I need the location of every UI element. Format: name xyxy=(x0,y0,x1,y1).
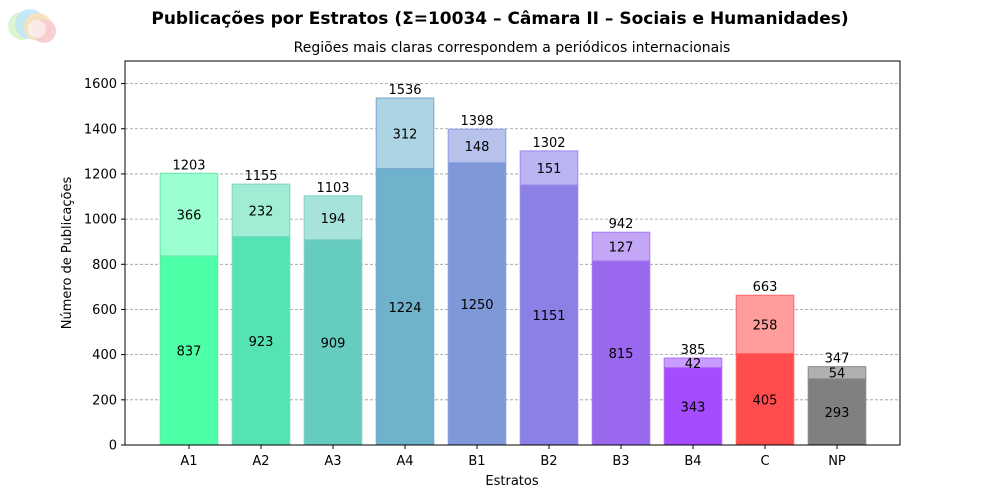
y-tick-label: 1400 xyxy=(84,122,117,137)
total-value-label: 942 xyxy=(609,217,634,232)
x-tick-label: A1 xyxy=(180,454,197,469)
total-value-label: 663 xyxy=(753,280,778,295)
base-value-label: 815 xyxy=(609,347,634,362)
y-tick-label: 800 xyxy=(92,258,117,273)
x-tick-label: B3 xyxy=(612,454,629,469)
base-value-label: 1224 xyxy=(388,301,421,316)
top-value-label: 366 xyxy=(177,209,202,224)
x-tick-label: A2 xyxy=(252,454,269,469)
base-value-label: 343 xyxy=(681,400,706,415)
bar-top xyxy=(231,183,291,238)
bar-base xyxy=(447,162,507,446)
total-value-label: 385 xyxy=(681,343,706,358)
x-tick-label: A4 xyxy=(396,454,413,469)
top-value-label: 258 xyxy=(753,318,778,333)
y-tick-label: 1200 xyxy=(84,167,117,182)
total-value-label: 1155 xyxy=(244,169,277,184)
chart-title: Publicações por Estratos (Σ=10034 – Câma… xyxy=(151,9,848,29)
x-axis-label: Estratos xyxy=(485,474,538,489)
logo-bubbles-icon xyxy=(4,4,58,50)
y-tick-label: 200 xyxy=(92,393,117,408)
x-tick-label: A3 xyxy=(324,454,341,469)
y-tick-label: 1000 xyxy=(84,213,117,228)
total-value-label: 1536 xyxy=(388,83,421,98)
bar-top xyxy=(159,172,219,257)
x-tick-label: B1 xyxy=(468,454,485,469)
y-axis-label: Número de Publicações xyxy=(60,177,75,330)
base-value-label: 923 xyxy=(249,335,274,350)
top-value-label: 312 xyxy=(393,127,418,142)
bar-top xyxy=(303,195,363,241)
y-tick-label: 1600 xyxy=(84,77,117,92)
total-value-label: 347 xyxy=(825,352,850,367)
top-value-label: 148 xyxy=(465,140,490,155)
bar-base xyxy=(591,260,651,446)
x-tick-label: B2 xyxy=(540,454,557,469)
base-value-label: 1151 xyxy=(532,309,565,324)
base-value-label: 405 xyxy=(753,393,778,408)
y-tick-label: 600 xyxy=(92,303,117,318)
bar-top xyxy=(519,150,579,186)
bar-base xyxy=(375,168,435,446)
x-tick-label: B4 xyxy=(684,454,701,469)
top-value-label: 127 xyxy=(609,241,634,256)
total-value-label: 1103 xyxy=(316,181,349,196)
bar-top xyxy=(447,128,507,164)
top-value-label: 232 xyxy=(249,204,274,219)
bar-base xyxy=(663,367,723,446)
total-value-label: 1302 xyxy=(532,136,565,151)
chart-subtitle: Regiões mais claras correspondem a perió… xyxy=(294,40,731,56)
base-value-label: 1250 xyxy=(460,298,493,313)
bar-top xyxy=(375,97,435,170)
plot-frame xyxy=(124,60,901,446)
bar-top xyxy=(663,357,723,369)
base-value-label: 909 xyxy=(321,336,346,351)
bars xyxy=(159,97,867,446)
top-value-label: 194 xyxy=(321,212,346,227)
x-tick-label: C xyxy=(760,454,769,469)
total-value-label: 1203 xyxy=(172,158,205,173)
y-tick-label: 0 xyxy=(109,439,117,454)
axis-ticks: 0 200 400 600 800 1000 1200 1400 1600 A1 A2 A3 A4 B1 B… xyxy=(84,77,846,469)
total-value-label: 1398 xyxy=(460,114,493,129)
y-tick-label: 400 xyxy=(92,348,117,363)
bar-top xyxy=(591,231,651,262)
bar-top xyxy=(735,294,795,355)
bar-base xyxy=(519,184,579,446)
x-tick-label: NP xyxy=(828,454,846,469)
base-value-label: 293 xyxy=(825,406,850,421)
top-value-label: 42 xyxy=(685,357,702,372)
top-value-label: 54 xyxy=(829,367,846,382)
bar-base xyxy=(807,378,867,446)
top-value-label: 151 xyxy=(537,162,562,177)
bar-base xyxy=(303,239,363,446)
data-labels: 837 366 1203 923 232 1155 909 194 1103 1224 312 153… xyxy=(172,83,849,421)
base-value-label: 837 xyxy=(177,344,202,359)
bar-top xyxy=(807,366,867,380)
